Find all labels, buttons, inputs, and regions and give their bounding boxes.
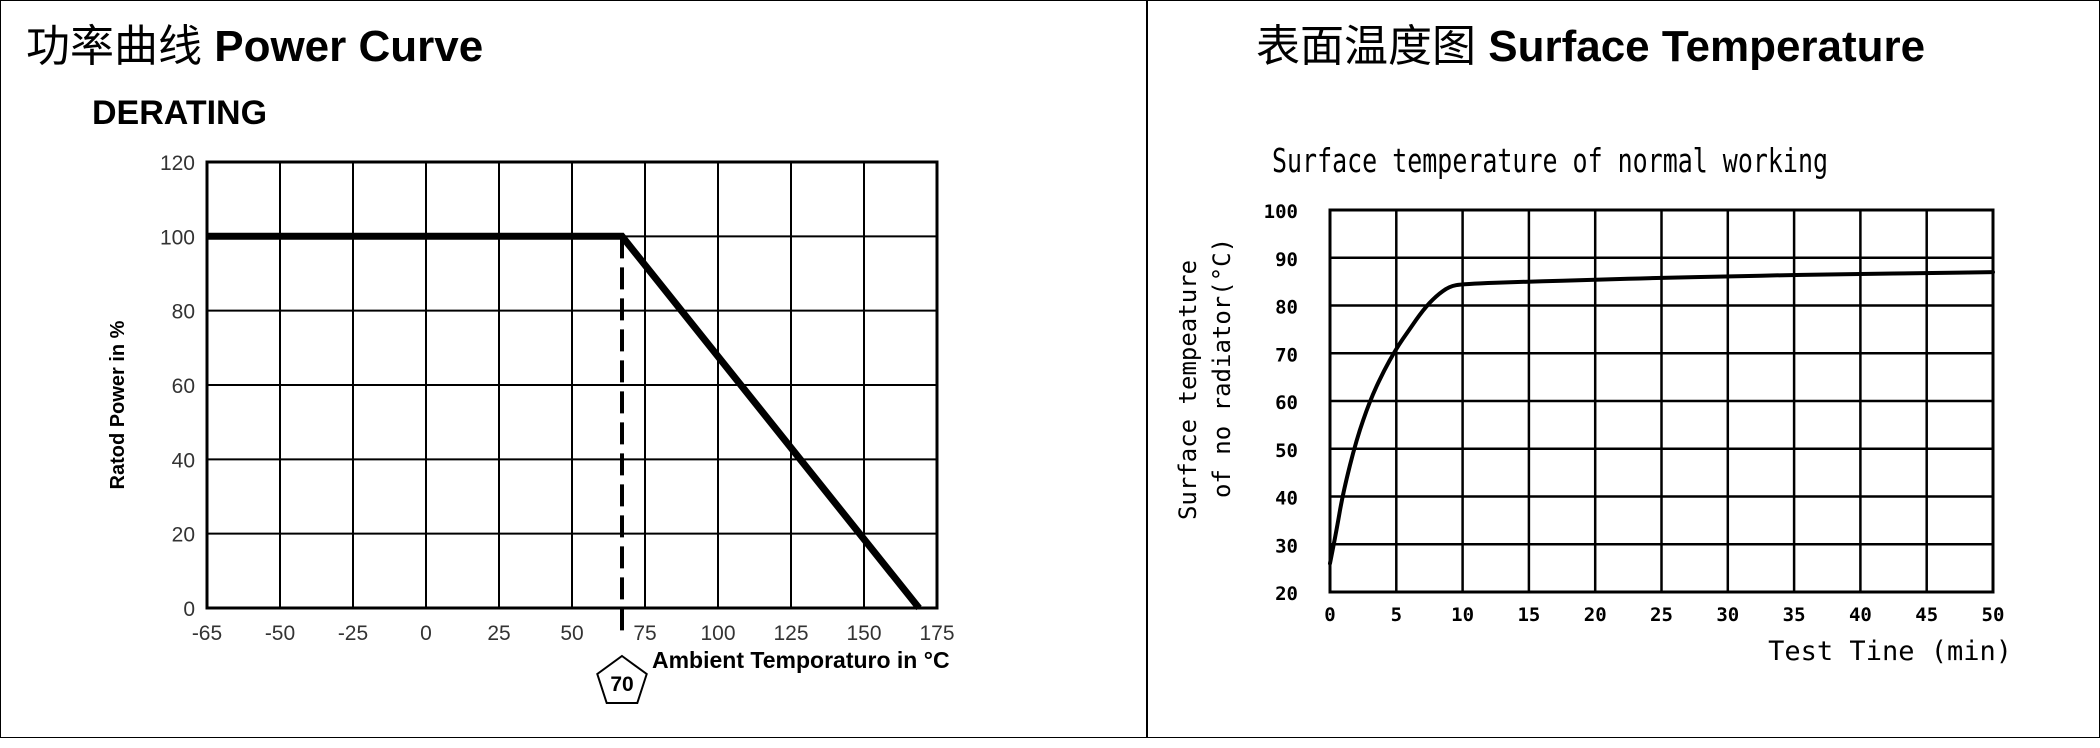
y-tick-label: 40 [172,449,195,472]
y-tick-label: 100 [160,226,195,249]
y-axis-label-line2: of no radiator(°C) [1208,238,1236,498]
y-tick-label: 60 [172,375,195,398]
y-axis-label-line1: Surface tempeature [1174,260,1202,520]
y-tick-label: 70 [1275,344,1298,366]
y-tick-label: 90 [1275,249,1298,271]
y-tick-label: 80 [1275,297,1298,319]
x-tick-label: 40 [1849,604,1872,626]
y-tick-label: 30 [1275,535,1298,557]
x-tick-label: 75 [633,622,656,645]
x-tick-label: 0 [1324,604,1335,626]
right-panel-title: 表面温度图 Surface Temperature [1256,10,1925,74]
right-title-cn: 表面温度图 [1256,22,1476,71]
y-axis-label: Ratod Power in % [107,320,129,489]
derating-chart: DERATING 0 20 40 60 80 100 120 -65 -50 -25 0 25 50 75 1… [92,94,955,704]
panel-divider [1146,0,1148,737]
x-tick-label: 50 [560,622,583,645]
chart-title: DERATING [92,94,267,132]
left-title-cn: 功率曲线 [26,22,202,71]
x-tick-label: -50 [265,622,295,645]
y-tick-label: 40 [1275,488,1298,510]
y-tick-label: 20 [1275,583,1298,605]
x-tick-label: 125 [773,622,808,645]
x-axis-label: Test Tine (min) [1768,636,2012,667]
left-title-en: Power Curve [214,22,484,71]
x-tick-label: 10 [1451,604,1474,626]
y-tick-label: 100 [1264,201,1298,223]
x-tick-label: 25 [487,622,510,645]
x-tick-label: 5 [1391,604,1402,626]
y-tick-label: 120 [160,152,195,175]
x-tick-label: 45 [1915,604,1938,626]
x-tick-label: -25 [338,622,368,645]
y-tick-label: 0 [183,598,195,621]
temperature-curve [1328,270,1995,566]
x-tick-label: 50 [1982,604,2005,626]
x-tick-label: 35 [1783,604,1806,626]
x-tick-label: 100 [700,622,735,645]
plot-border [205,160,939,610]
y-tick-label: 50 [1275,440,1298,462]
right-title-en: Surface Temperature [1488,22,1926,71]
derating-line [207,232,922,611]
x-tick-label: 30 [1716,604,1739,626]
annotation-label: 70 [610,673,633,696]
y-tick-label: 20 [172,524,195,547]
x-tick-label: 175 [919,622,954,645]
x-tick-label: 20 [1584,604,1607,626]
x-tick-label: 25 [1650,604,1673,626]
x-tick-label: 0 [420,622,432,645]
plot-border [1328,208,1995,594]
x-tick-label: 15 [1517,604,1540,626]
y-tick-label: 60 [1275,392,1298,414]
pentagon-marker [596,654,648,704]
x-tick-label: 150 [846,622,881,645]
x-tick-label: -65 [192,622,222,645]
left-panel-title: 功率曲线 Power Curve [26,10,483,74]
x-axis-label: Ambient Temporaturo in °C [652,647,950,673]
chart-title: Surface temperature of normal working [1272,141,1828,180]
y-tick-label: 80 [172,301,195,324]
